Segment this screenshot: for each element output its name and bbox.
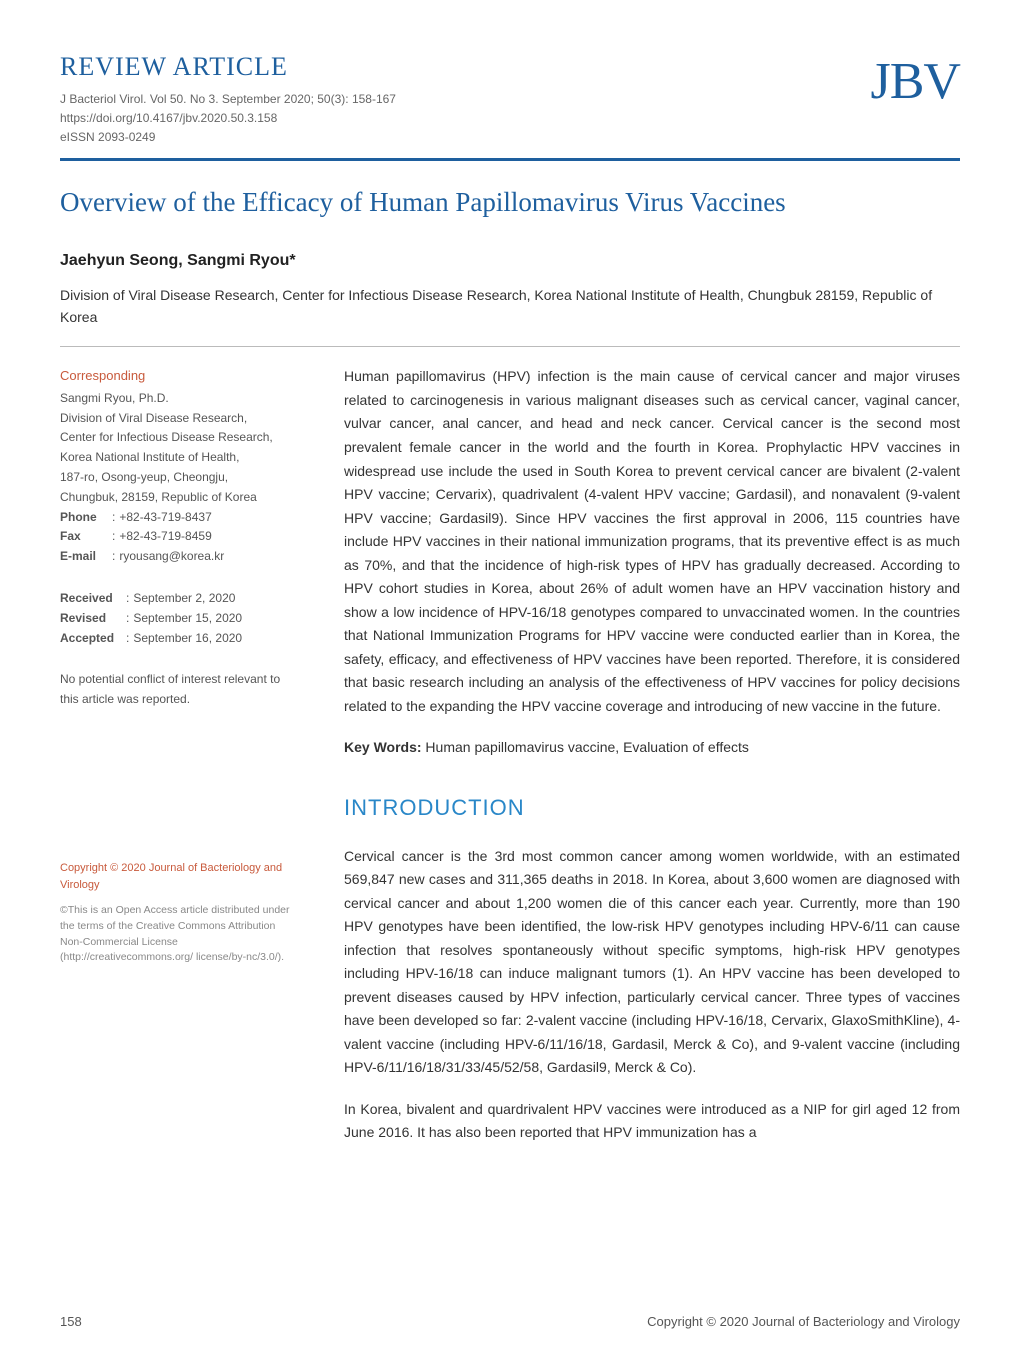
phone-row: Phone : +82-43-719-8437: [60, 508, 298, 528]
license-url[interactable]: (http://creativecommons.org/ license/by-…: [60, 951, 284, 963]
phone-label: Phone: [60, 508, 108, 528]
intro-paragraph: In Korea, bivalent and quardrivalent HPV…: [344, 1098, 960, 1145]
journal-citation: J Bacteriol Virol. Vol 50. No 3. Septemb…: [60, 90, 960, 109]
content-layout: Corresponding Sangmi Ryou, Ph.D. Divisio…: [60, 365, 960, 1162]
copyright-section: Copyright © 2020 Journal of Bacteriology…: [60, 860, 298, 966]
corresponding-label: Corresponding: [60, 365, 298, 386]
revised-row: Revised : September 15, 2020: [60, 609, 298, 629]
separator: :: [126, 589, 129, 609]
received-row: Received : September 2, 2020: [60, 589, 298, 609]
fax-value: +82-43-719-8459: [119, 527, 211, 547]
revised-label: Revised: [60, 609, 122, 629]
article-title: Overview of the Efficacy of Human Papill…: [60, 185, 960, 220]
separator: :: [112, 508, 115, 528]
received-date: September 2, 2020: [133, 589, 235, 609]
phone-value: +82-43-719-8437: [119, 508, 211, 528]
eissn: eISSN 2093-0249: [60, 128, 960, 147]
introduction-heading: INTRODUCTION: [344, 790, 960, 827]
corresponding-address-line: 187-ro, Osong-yeup, Cheongju,: [60, 468, 298, 488]
affiliation-divider: [60, 346, 960, 347]
keywords-section: Key Words: Human papillomavirus vaccine,…: [344, 736, 960, 760]
dates-section: Received : September 2, 2020 Revised : S…: [60, 589, 298, 648]
corresponding-address-line: Center for Infectious Disease Research,: [60, 428, 298, 448]
separator: :: [112, 547, 115, 567]
accepted-date: September 16, 2020: [133, 629, 242, 649]
intro-paragraph: Cervical cancer is the 3rd most common c…: [344, 845, 960, 1080]
author-affiliation: Division of Viral Disease Research, Cent…: [60, 284, 960, 329]
copyright-text: Copyright © 2020 Journal of Bacteriology…: [60, 860, 298, 893]
author-names: Jaehyun Seong, Sangmi Ryou*: [60, 252, 960, 270]
corresponding-address-line: Chungbuk, 28159, Republic of Korea: [60, 488, 298, 508]
footer-copyright: Copyright © 2020 Journal of Bacteriology…: [647, 1314, 960, 1329]
revised-date: September 15, 2020: [133, 609, 242, 629]
journal-info: J Bacteriol Virol. Vol 50. No 3. Septemb…: [60, 90, 960, 148]
main-content: Human papillomavirus (HPV) infection is …: [344, 365, 960, 1162]
license-text: ©This is an Open Access article distribu…: [60, 903, 298, 966]
page-footer: 158 Copyright © 2020 Journal of Bacterio…: [60, 1314, 960, 1329]
accepted-label: Accepted: [60, 629, 122, 649]
fax-row: Fax : +82-43-719-8459: [60, 527, 298, 547]
separator: :: [126, 609, 129, 629]
corresponding-address-line: Division of Viral Disease Research,: [60, 409, 298, 429]
email-row: E-mail : ryousang@korea.kr: [60, 547, 298, 567]
article-type-label: REVIEW ARTICLE: [60, 52, 960, 82]
doi-link[interactable]: https://doi.org/10.4167/jbv.2020.50.3.15…: [60, 109, 960, 128]
keywords-text: Human papillomavirus vaccine, Evaluation…: [422, 739, 749, 755]
journal-logo: JBV: [871, 52, 960, 111]
page-number: 158: [60, 1314, 82, 1329]
email-label: E-mail: [60, 547, 108, 567]
abstract-text: Human papillomavirus (HPV) infection is …: [344, 365, 960, 718]
license-line: ©This is an Open Access article distribu…: [60, 904, 290, 948]
separator: :: [112, 527, 115, 547]
accepted-row: Accepted : September 16, 2020: [60, 629, 298, 649]
corresponding-name: Sangmi Ryou, Ph.D.: [60, 389, 298, 409]
conflict-section: No potential conflict of interest releva…: [60, 670, 298, 710]
corresponding-section: Corresponding Sangmi Ryou, Ph.D. Divisio…: [60, 365, 298, 567]
keywords-label: Key Words:: [344, 739, 422, 755]
received-label: Received: [60, 589, 122, 609]
header-divider: [60, 158, 960, 161]
corresponding-address-line: Korea National Institute of Health,: [60, 448, 298, 468]
email-value[interactable]: ryousang@korea.kr: [119, 547, 224, 567]
fax-label: Fax: [60, 527, 108, 547]
sidebar: Corresponding Sangmi Ryou, Ph.D. Divisio…: [60, 365, 298, 1162]
separator: :: [126, 629, 129, 649]
